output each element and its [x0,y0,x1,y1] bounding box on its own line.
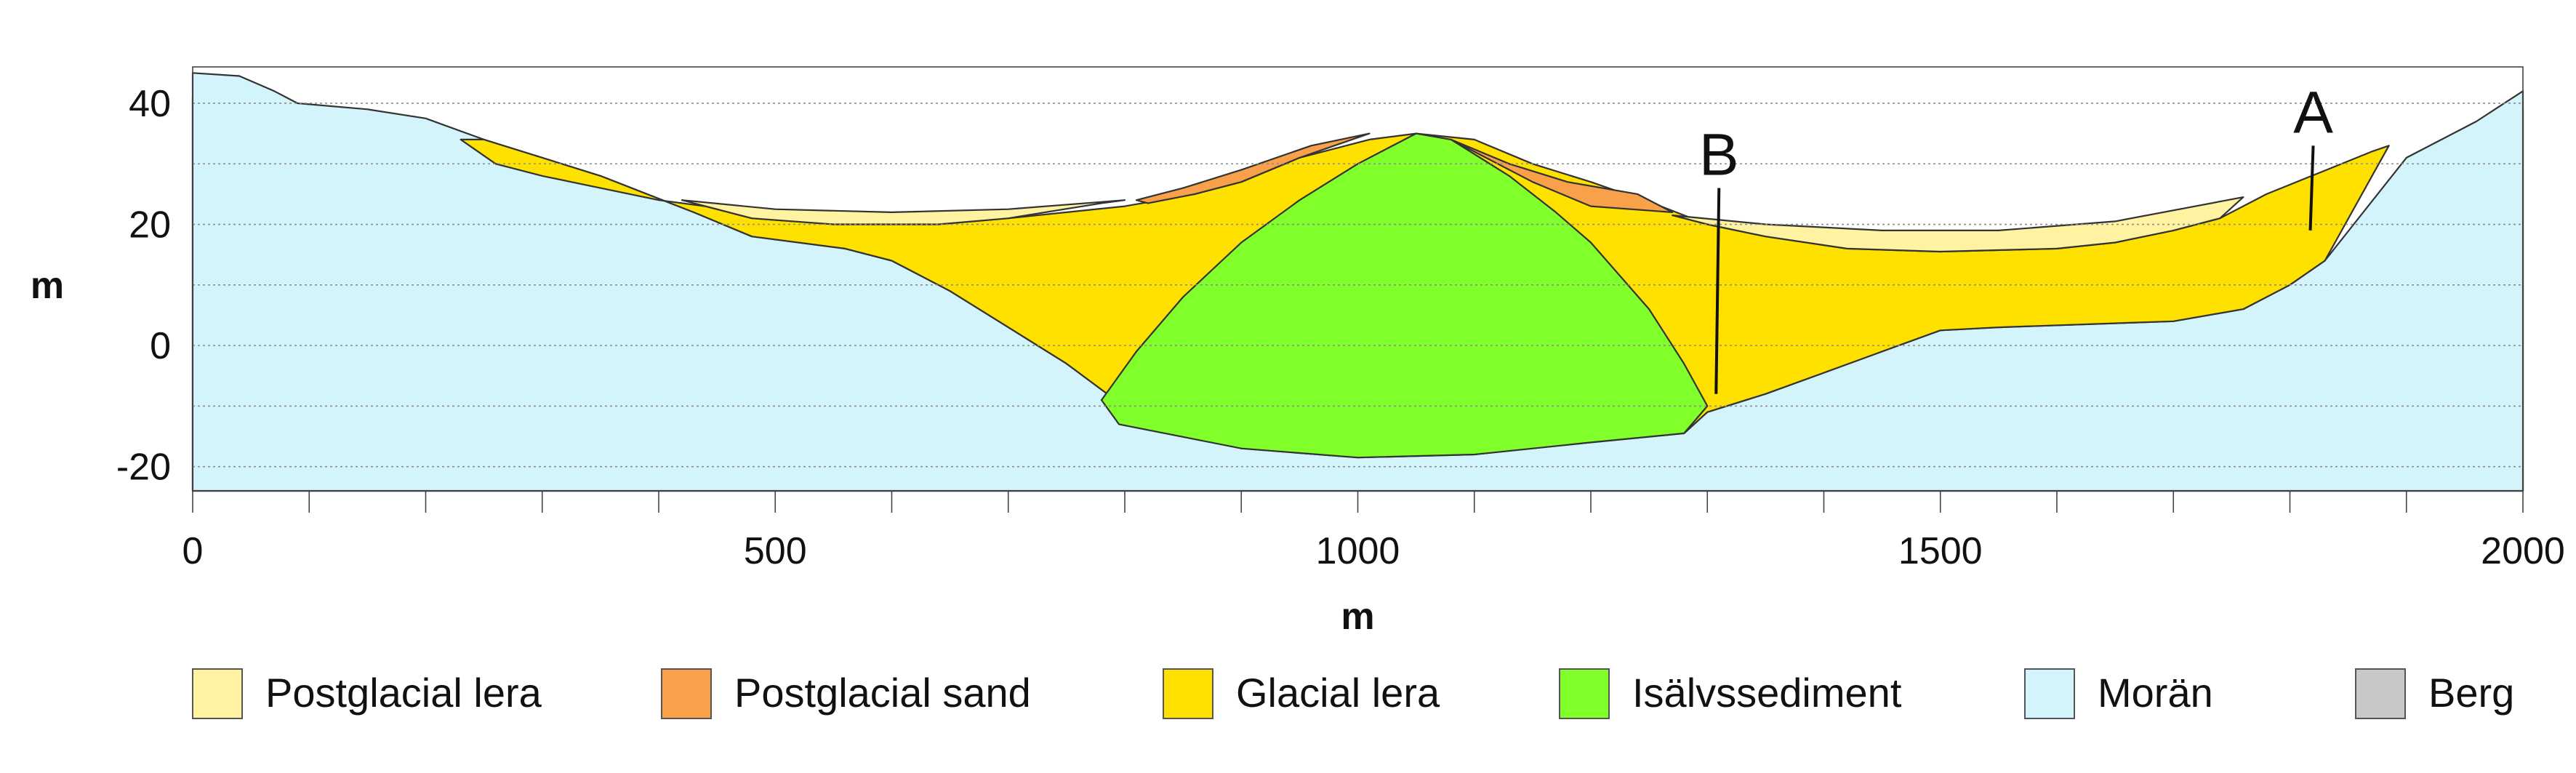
layer-postglacial-lera [1672,196,2244,253]
legend-label-mor-n: Morän [2098,670,2213,716]
y-axis-title: m [31,265,64,307]
marker-label-b: B [1699,122,1739,188]
x-tick-label: 1000 [1316,530,1400,572]
legend-label-berg: Berg [2428,670,2514,716]
grid-lines [193,103,2523,468]
x-axis-title: m [1341,596,1374,638]
marker-line-b [1714,188,1721,394]
legend-swatch-postglacial-lera [192,668,243,719]
marker-label-a: A [2293,79,2333,145]
y-tick-label: 40 [129,83,171,125]
x-tick-label: 2000 [2481,530,2565,572]
legend-swatch-mor-n [2024,668,2075,719]
axes: 0 500 1000 1500 2000 40 20 0 -20 m m [31,66,2565,638]
legend-label-glacial-lera: Glacial lera [1236,670,1440,716]
legend-swatch-berg [2355,668,2406,719]
legend-swatch-postglacial-sand [661,668,712,719]
x-tick-label: 500 [744,530,807,572]
x-tick-label: 0 [182,530,204,572]
legend-label-postglacial-lera: Postglacial lera [265,670,542,716]
layer-postglacial-sand [1450,138,1674,213]
layer-is-lvssediment [1100,132,1709,459]
marker-line-a [2308,145,2315,231]
legend-label-is-lvssediment: Isälvssediment [1632,670,1902,716]
y-tick-label: 20 [129,204,171,247]
legend-swatch-glacial-lera [1163,668,1213,719]
layer-postglacial-sand [1135,132,1371,204]
borehole-markers: BA [1699,79,2333,394]
layer-postglacial-lera [681,199,1126,225]
legend: Postglacial lera Postglacial sand Glacial … [192,668,2514,719]
plot-area [191,72,2524,492]
x-tick-label: 1500 [1898,530,1983,572]
y-tick-label: -20 [116,446,171,489]
legend-label-postglacial-sand: Postglacial sand [734,670,1031,716]
legend-swatch-is-lvssediment [1559,668,1610,719]
y-tick-label: 0 [150,325,171,367]
